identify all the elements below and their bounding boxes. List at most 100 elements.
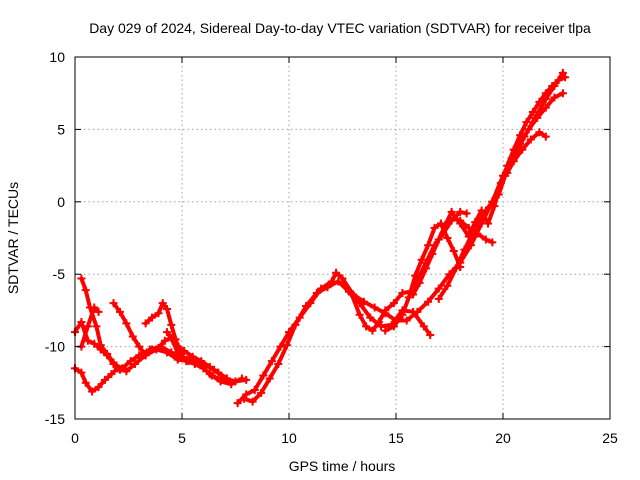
data-point xyxy=(163,304,172,313)
data-point xyxy=(182,357,191,366)
data-point xyxy=(259,371,268,380)
data-point xyxy=(535,128,544,137)
data-point xyxy=(533,113,542,122)
data-point xyxy=(522,118,531,127)
y-tick-label: -15 xyxy=(45,411,65,427)
data-point xyxy=(163,328,172,337)
data-point xyxy=(434,284,443,293)
data-point xyxy=(237,374,246,383)
data-point xyxy=(370,303,379,312)
data-point xyxy=(541,132,550,141)
data-point xyxy=(436,219,445,228)
data-point xyxy=(148,313,157,322)
data-point xyxy=(154,309,163,318)
data-point xyxy=(141,351,150,360)
data-point xyxy=(428,249,437,258)
data-point xyxy=(509,157,518,166)
data-point xyxy=(171,339,180,348)
data-point xyxy=(462,209,471,218)
data-point xyxy=(83,322,92,331)
y-tick-label: -10 xyxy=(45,339,65,355)
data-point xyxy=(389,322,398,331)
data-point xyxy=(409,290,418,299)
data-point xyxy=(443,281,452,290)
chart-title: Day 029 of 2024, Sidereal Day-to-day VTE… xyxy=(89,20,591,36)
data-point xyxy=(77,368,86,377)
data-point xyxy=(130,359,139,368)
series-track-13 xyxy=(434,89,567,303)
x-axis-label: GPS time / hours xyxy=(289,458,396,474)
series-track-5 xyxy=(109,299,199,366)
data-point xyxy=(334,277,343,286)
data-point xyxy=(456,207,465,216)
data-point xyxy=(503,168,512,177)
data-point xyxy=(381,306,390,315)
y-tick-label: 0 xyxy=(57,194,65,210)
x-tick-label: 15 xyxy=(388,430,404,446)
data-point xyxy=(541,103,550,112)
data-point xyxy=(197,357,206,366)
data-point xyxy=(190,359,199,368)
data-point xyxy=(107,370,116,379)
data-point xyxy=(323,283,332,292)
data-point xyxy=(548,81,557,90)
data-point xyxy=(456,216,465,225)
data-point xyxy=(338,278,347,287)
data-point xyxy=(242,390,251,399)
data-point xyxy=(368,326,377,335)
y-tick-label: -5 xyxy=(53,266,66,282)
data-point xyxy=(409,307,418,316)
data-point xyxy=(222,374,231,383)
data-point xyxy=(528,108,537,117)
series-track-14 xyxy=(456,216,497,247)
data-point xyxy=(490,202,499,211)
data-point xyxy=(449,247,458,256)
data-point xyxy=(419,322,428,331)
data-point xyxy=(535,97,544,106)
data-point xyxy=(128,332,137,341)
data-point xyxy=(430,223,439,232)
series-track-2 xyxy=(71,345,246,396)
data-point xyxy=(242,375,251,384)
data-point xyxy=(276,342,285,351)
data-point xyxy=(558,68,567,77)
data-point xyxy=(475,215,484,224)
data-point xyxy=(434,235,443,244)
data-point xyxy=(302,302,311,311)
data-point xyxy=(92,322,101,331)
data-point xyxy=(173,355,182,364)
data-point xyxy=(404,293,413,302)
data-point xyxy=(188,352,197,361)
data-point xyxy=(158,299,167,308)
data-point xyxy=(426,331,435,340)
data-point xyxy=(366,313,375,322)
data-point xyxy=(526,135,535,144)
data-point xyxy=(424,297,433,306)
data-point xyxy=(332,268,341,277)
data-point xyxy=(312,289,321,298)
data-point xyxy=(516,131,525,140)
data-point xyxy=(115,307,124,316)
data-point xyxy=(199,364,208,373)
data-point xyxy=(488,238,497,247)
data-point xyxy=(415,278,424,287)
data-point xyxy=(488,197,497,206)
data-point xyxy=(205,362,214,371)
data-point xyxy=(381,326,390,335)
data-point xyxy=(77,274,86,283)
data-point xyxy=(94,383,103,392)
series-line xyxy=(242,279,433,404)
data-point xyxy=(135,342,144,351)
data-point xyxy=(126,357,135,366)
data-point xyxy=(464,223,473,232)
data-point xyxy=(163,348,172,357)
y-tick-label: 5 xyxy=(57,121,65,137)
data-point xyxy=(561,73,570,82)
y-axis-label: SDTVAR / TECUs xyxy=(5,182,21,294)
data-point xyxy=(214,368,223,377)
data-point xyxy=(402,316,411,325)
data-point xyxy=(115,365,124,374)
data-point xyxy=(141,319,150,328)
series-line xyxy=(383,221,463,333)
